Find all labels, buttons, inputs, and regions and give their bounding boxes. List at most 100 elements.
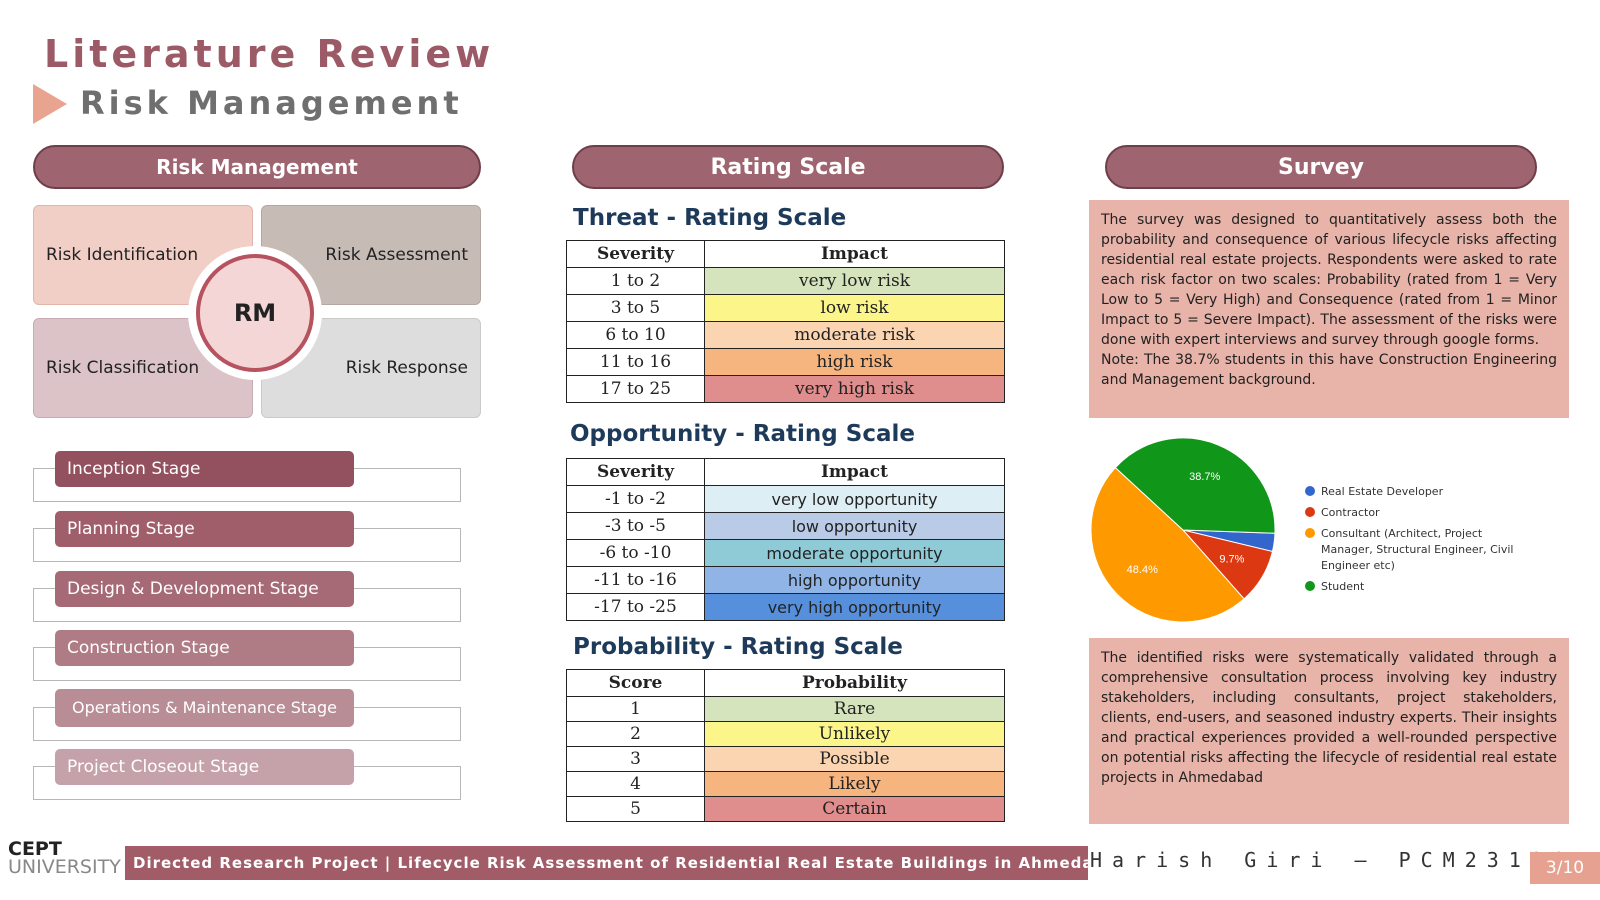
threat-rating-table: Severity Impact 1 to 2 very low risk 3 to… (566, 240, 1005, 403)
table-header: Severity (566, 240, 705, 268)
risk-management-heading: Risk Management (33, 145, 481, 189)
pie-data-label: 9.7% (1219, 553, 1244, 565)
range-cell: 3 to 5 (566, 294, 705, 322)
legend-item: Consultant (Architect, Project Manager, … (1305, 526, 1536, 574)
impact-cell: very low opportunity (704, 485, 1005, 513)
cept-logo: CEPT UNIVERSITY (8, 838, 121, 878)
impact-cell: low risk (704, 294, 1005, 322)
stage-construction: Construction Stage (55, 630, 354, 666)
survey-text: The survey was designed to quantitativel… (1101, 212, 1557, 348)
survey-note: Note: The 38.7% students in this have Co… (1101, 352, 1557, 388)
range-cell: 6 to 10 (566, 321, 705, 349)
table-row: -11 to -16 high opportunity (566, 566, 1005, 594)
quadrant-label: Risk Classification (46, 358, 200, 378)
table-row: 2 Unlikely (566, 721, 1005, 747)
range-cell: 4 (566, 771, 705, 797)
table-row: 4 Likely (566, 771, 1005, 797)
impact-cell: moderate risk (704, 321, 1005, 349)
impact-cell: low opportunity (704, 512, 1005, 540)
table-header: Probability (704, 669, 1005, 697)
opportunity-rating-title: Opportunity - Rating Scale (570, 421, 915, 447)
table-row: -1 to -2 very low opportunity (566, 485, 1005, 513)
quadrant-label: Risk Response (345, 358, 468, 378)
legend-item: Real Estate Developer (1305, 484, 1536, 500)
project-title-bar: Directed Research Project | Lifecycle Ri… (125, 846, 1088, 880)
author-name: Harish Giri – PCM23129 (1090, 848, 1575, 872)
range-cell: 2 (566, 721, 705, 747)
impact-cell: very high opportunity (704, 593, 1005, 621)
logo-line-2: UNIVERSITY (8, 856, 121, 878)
legend-label: Student (1321, 580, 1365, 593)
probability-cell: Possible (704, 746, 1005, 772)
table-row: -3 to -5 low opportunity (566, 512, 1005, 540)
table-row: 11 to 16 high risk (566, 348, 1005, 376)
legend-dot-icon (1305, 581, 1315, 591)
table-row: -17 to -25 very high opportunity (566, 593, 1005, 621)
impact-cell: very high risk (704, 375, 1005, 403)
table-row: 17 to 25 very high risk (566, 375, 1005, 403)
pie-data-label: 48.4% (1127, 564, 1158, 576)
impact-cell: very low risk (704, 267, 1005, 295)
table-row: 1 to 2 very low risk (566, 267, 1005, 295)
pie-slice (1090, 466, 1245, 623)
probability-cell: Certain (704, 796, 1005, 822)
logo-line-1: CEPT (8, 838, 62, 860)
impact-cell: high opportunity (704, 566, 1005, 594)
probability-rating-table: Score Probability 1 Rare 2 Unlikely 3 Possi… (566, 669, 1005, 822)
validation-description: The identified risks were systematically… (1089, 638, 1569, 824)
range-cell: -6 to -10 (566, 539, 705, 567)
range-cell: -1 to -2 (566, 485, 705, 513)
stage-project-closeout: Project Closeout Stage (55, 749, 354, 785)
legend-label: Contractor (1321, 506, 1380, 519)
quadrant-label: Risk Assessment (325, 245, 468, 265)
table-row: 3 Possible (566, 746, 1005, 772)
range-cell: -11 to -16 (566, 566, 705, 594)
page-title: Literature Review (44, 32, 495, 76)
survey-description: The survey was designed to quantitativel… (1089, 200, 1569, 418)
range-cell: 3 (566, 746, 705, 772)
range-cell: -17 to -25 (566, 593, 705, 621)
range-cell: 1 (566, 696, 705, 722)
probability-cell: Unlikely (704, 721, 1005, 747)
rating-scale-heading: Rating Scale (572, 145, 1004, 189)
pie-data-label: 38.7% (1189, 471, 1220, 483)
table-header: Severity (566, 458, 705, 486)
threat-rating-title: Threat - Rating Scale (573, 205, 847, 231)
range-cell: 1 to 2 (566, 267, 705, 295)
table-header: Impact (704, 240, 1005, 268)
quadrant-risk-identification: Risk Identification (33, 205, 253, 305)
range-cell: 5 (566, 796, 705, 822)
impact-cell: moderate opportunity (704, 539, 1005, 567)
page-subtitle: Risk Management (80, 84, 463, 122)
table-row: 5 Certain (566, 796, 1005, 822)
stage-operations-maintenance: Operations & Maintenance Stage (55, 689, 354, 727)
pie-slice (1114, 437, 1276, 534)
stage-planning: Planning Stage (55, 511, 354, 547)
legend-label: Consultant (Architect, Project Manager, … (1321, 527, 1514, 572)
legend-dot-icon (1305, 507, 1315, 517)
probability-cell: Rare (704, 696, 1005, 722)
table-row: 1 Rare (566, 696, 1005, 722)
range-cell: -3 to -5 (566, 512, 705, 540)
stage-design-development: Design & Development Stage (55, 571, 354, 607)
opportunity-rating-table: Severity Impact -1 to -2 very low opportu… (566, 458, 1005, 621)
legend-item: Student (1305, 579, 1536, 595)
table-header: Score (566, 669, 705, 697)
stage-inception: Inception Stage (55, 451, 354, 487)
triangle-bullet-icon (33, 84, 67, 124)
survey-pie-chart: 9.7% 48.4% 38.7% (1090, 437, 1276, 623)
probability-rating-title: Probability - Rating Scale (573, 634, 903, 660)
table-row: 3 to 5 low risk (566, 294, 1005, 322)
legend-item: Contractor (1305, 505, 1536, 521)
rm-circle: RM (196, 254, 314, 372)
table-header: Impact (704, 458, 1005, 486)
legend-dot-icon (1305, 486, 1315, 496)
table-row: -6 to -10 moderate opportunity (566, 539, 1005, 567)
validation-text: The identified risks were systematically… (1101, 650, 1557, 786)
range-cell: 17 to 25 (566, 375, 705, 403)
legend-label: Real Estate Developer (1321, 485, 1444, 498)
table-row: 6 to 10 moderate risk (566, 321, 1005, 349)
quadrant-label: Risk Identification (46, 245, 199, 265)
impact-cell: high risk (704, 348, 1005, 376)
legend-dot-icon (1305, 528, 1315, 538)
